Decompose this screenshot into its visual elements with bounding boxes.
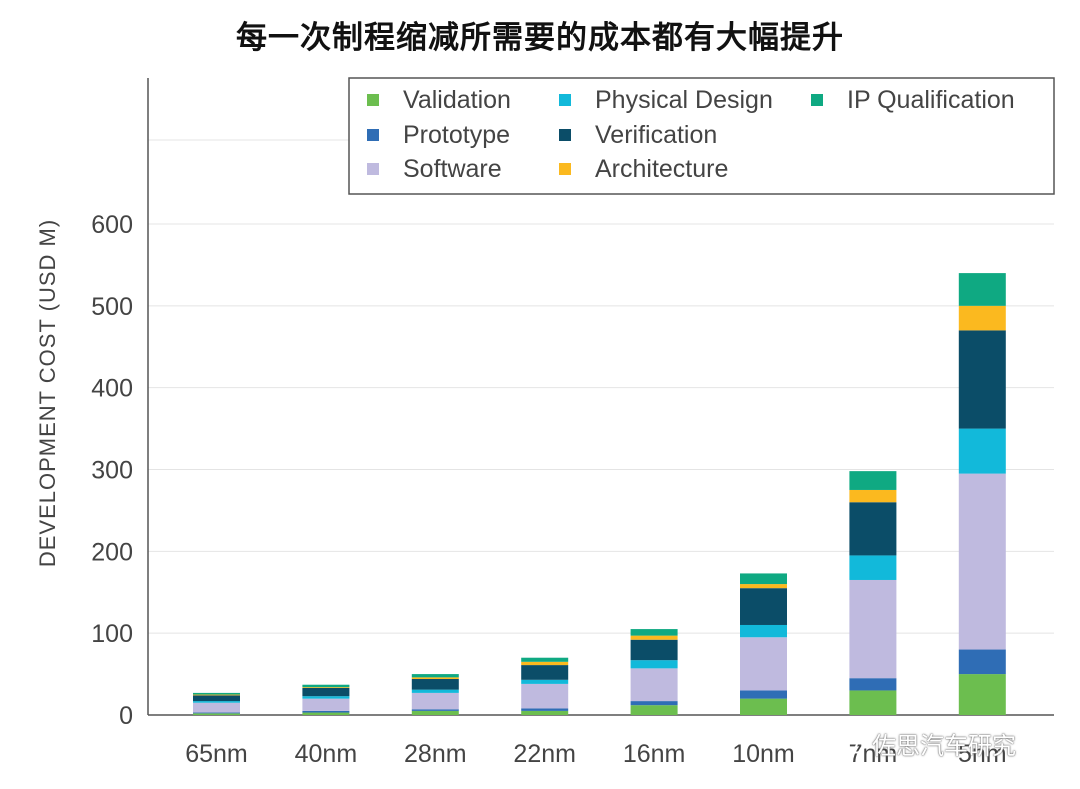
bar-16nm-verification	[630, 639, 678, 661]
y-tick-label-200: 200	[91, 538, 133, 566]
bar-40nm-validation	[302, 712, 350, 715]
bar-5nm-ip-qualification	[958, 273, 1006, 306]
bar-40nm-software	[302, 698, 350, 711]
bar-22nm-validation	[521, 710, 569, 715]
legend-swatch-architecture	[559, 163, 571, 175]
bar-22nm-verification	[521, 665, 569, 680]
legend-label-physical-design: Physical Design	[595, 86, 773, 114]
bar-7nm-prototype	[849, 678, 897, 691]
legend-label-architecture: Architecture	[595, 155, 728, 183]
y-tick-label-600: 600	[91, 211, 133, 239]
bar-22nm-prototype	[521, 708, 569, 711]
bar-65nm-prototype	[193, 712, 240, 714]
legend-label-software: Software	[403, 155, 502, 183]
bar-65nm-verification	[193, 695, 240, 702]
bar-7nm-ip-qualification	[849, 471, 897, 490]
bar-7nm-physical-design	[849, 555, 897, 580]
bar-65nm-physical-design	[193, 701, 240, 703]
bar-7nm-validation	[849, 690, 897, 715]
bar-7nm-architecture	[849, 489, 897, 503]
legend-swatch-verification	[559, 129, 571, 141]
y-tick-label-400: 400	[91, 375, 133, 403]
bar-10nm-physical-design	[740, 624, 787, 638]
x-tick-label-5nm: 5nm	[958, 740, 1007, 768]
bar-10nm-ip-qualification	[740, 573, 787, 585]
bar-16nm-ip-qualification	[630, 629, 678, 636]
chart-title: 每一次制程缩减所需要的成本都有大幅提升	[236, 20, 844, 56]
bar-10nm-validation	[740, 698, 787, 715]
bar-7nm-software	[849, 579, 897, 679]
bar-40nm-ip-qualification	[302, 684, 350, 688]
bar-7nm-verification	[849, 502, 897, 556]
legend-label-validation: Validation	[403, 86, 511, 114]
bar-10nm-prototype	[740, 690, 787, 699]
bar-28nm-physical-design	[411, 689, 459, 693]
bar-10nm-architecture	[740, 584, 787, 589]
legend-label-prototype: Prototype	[403, 121, 510, 149]
bar-40nm-prototype	[302, 710, 350, 713]
bar-10nm-software	[740, 637, 787, 691]
bar-65nm-software	[193, 702, 240, 713]
legend-swatch-prototype	[367, 129, 379, 141]
bar-16nm-architecture	[630, 635, 678, 640]
bar-5nm-verification	[958, 330, 1006, 429]
x-tick-label-22nm: 22nm	[513, 740, 576, 768]
legend-label-ip-qualification: IP Qualification	[847, 86, 1015, 114]
bar-5nm-architecture	[958, 305, 1006, 331]
x-tick-label-40nm: 40nm	[295, 740, 358, 768]
bar-16nm-software	[630, 668, 678, 702]
bar-65nm-architecture	[193, 694, 240, 696]
bar-65nm-ip-qualification	[193, 692, 240, 695]
bar-5nm-software	[958, 473, 1006, 650]
y-tick-label-500: 500	[91, 293, 133, 321]
legend-swatch-software	[367, 163, 379, 175]
bar-40nm-architecture	[302, 687, 350, 688]
bar-5nm-validation	[958, 674, 1006, 715]
bar-40nm-physical-design	[302, 696, 350, 699]
bar-10nm-verification	[740, 588, 787, 625]
bar-28nm-verification	[411, 678, 459, 690]
watermark: 佐思汽车研究	[836, 726, 1016, 761]
bar-65nm-validation	[193, 713, 240, 715]
legend-label-verification: Verification	[595, 121, 717, 149]
bar-28nm-prototype	[411, 709, 459, 711]
legend-box	[348, 77, 1055, 195]
bar-28nm-architecture	[411, 677, 459, 679]
legend-swatch-ip-qualification	[811, 94, 823, 106]
x-tick-label-28nm: 28nm	[404, 740, 467, 768]
x-tick-label-65nm: 65nm	[185, 740, 248, 768]
watermark-text: 佐思汽车研究	[872, 732, 1016, 760]
bar-22nm-physical-design	[521, 679, 569, 684]
x-tick-label-16nm: 16nm	[623, 740, 686, 768]
bar-22nm-architecture	[521, 661, 569, 666]
bar-5nm-physical-design	[958, 428, 1006, 474]
bar-5nm-prototype	[958, 649, 1006, 675]
bar-28nm-validation	[411, 710, 459, 715]
bar-16nm-validation	[630, 705, 678, 715]
legend-swatch-physical-design	[559, 94, 571, 106]
bar-16nm-prototype	[630, 701, 678, 706]
wechat-icon	[836, 733, 865, 753]
bar-28nm-software	[411, 692, 459, 710]
bar-28nm-ip-qualification	[411, 674, 459, 678]
y-tick-label-300: 300	[91, 457, 133, 485]
y-tick-label-100: 100	[91, 620, 133, 648]
legend-swatch-validation	[367, 94, 379, 106]
bar-16nm-physical-design	[630, 660, 678, 669]
y-axis-title: DEVELOPMENT COST (USD M)	[35, 219, 60, 567]
bar-22nm-software	[521, 683, 569, 709]
y-tick-label-0: 0	[119, 702, 133, 730]
bar-40nm-verification	[302, 687, 350, 697]
bar-22nm-ip-qualification	[521, 657, 569, 662]
x-tick-label-10nm: 10nm	[732, 740, 795, 768]
